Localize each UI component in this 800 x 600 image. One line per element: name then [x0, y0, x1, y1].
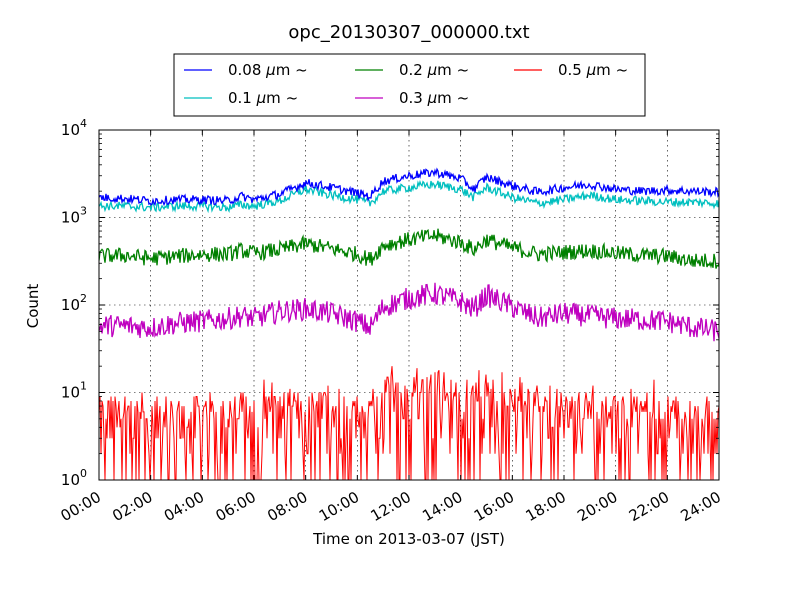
y-tick-label: 104 — [61, 117, 87, 139]
series-line-0-3-m — [99, 282, 719, 342]
y-tick-label: 103 — [61, 205, 87, 227]
x-axis-label: Time on 2013-03-07 (JST) — [312, 530, 505, 548]
legend-label: 0.08 μm ~ — [228, 61, 308, 79]
series-line-0-1-m — [99, 179, 719, 214]
series-group — [99, 167, 719, 480]
legend-box — [173, 53, 646, 117]
legend-label: 0.2 μm ~ — [399, 61, 469, 79]
series-line-0-08-m — [99, 167, 719, 207]
series-line-0-2-m — [99, 228, 719, 269]
legend: 0.08 μm ~ 0.1 μm ~ 0.2 μm ~ 0.3 μm ~ 0.5 μm … — [173, 53, 646, 117]
legend-label: 0.1 μm ~ — [228, 89, 298, 107]
y-tick-label: 100 — [61, 467, 87, 489]
series-line-0-5-m — [99, 366, 719, 480]
y-axis-label: Count — [24, 284, 42, 329]
y-tick-label: 102 — [61, 292, 87, 314]
y-tick-label: 101 — [61, 380, 87, 402]
chart-title: opc_20130307_000000.txt — [288, 22, 529, 43]
legend-label: 0.3 μm ~ — [399, 89, 469, 107]
legend-label: 0.5 μm ~ — [558, 61, 628, 79]
